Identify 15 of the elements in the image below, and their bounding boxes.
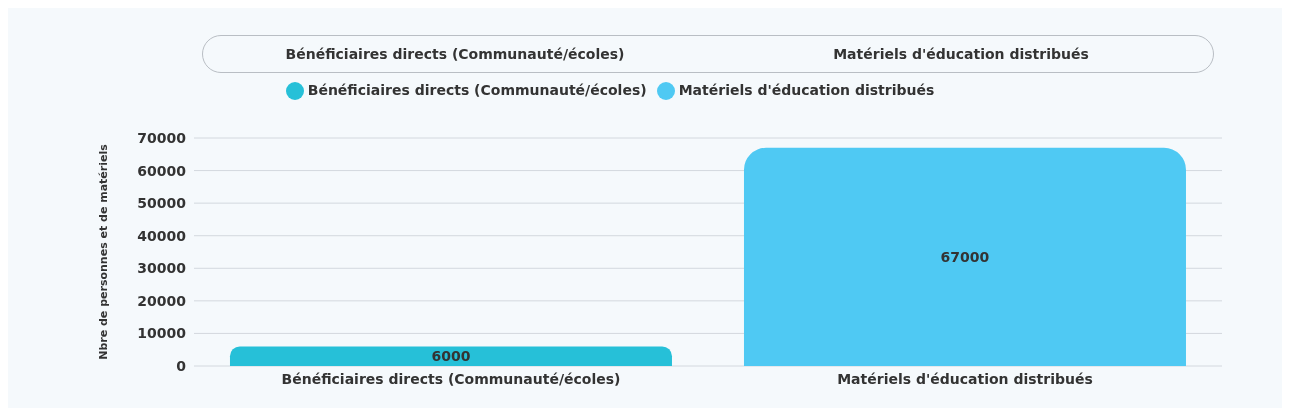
y-tick-label: 50000 (137, 195, 187, 212)
data-label: 6000 (431, 348, 471, 365)
category-label: Bénéficiaires directs (Communauté/écoles) (285, 46, 625, 62)
category-label: Matériels d'éducation distribués (833, 46, 1089, 62)
y-tick-label: 70000 (137, 129, 187, 146)
y-tick-label: 0 (176, 357, 187, 374)
y-axis-title: Nbre de personnes et de matériels (96, 143, 110, 360)
data-label: 67000 (940, 248, 990, 265)
y-tick-label: 60000 (137, 162, 187, 179)
y-tick-label: 20000 (137, 292, 187, 309)
y-tick-label: 10000 (137, 325, 187, 342)
y-tick-label: 30000 (137, 260, 187, 277)
legend-label: Matériels d'éducation distribués (678, 82, 935, 98)
legend-label: Bénéficiaires directs (Communauté/écoles) (307, 82, 647, 98)
y-tick-label: 40000 (137, 227, 187, 244)
